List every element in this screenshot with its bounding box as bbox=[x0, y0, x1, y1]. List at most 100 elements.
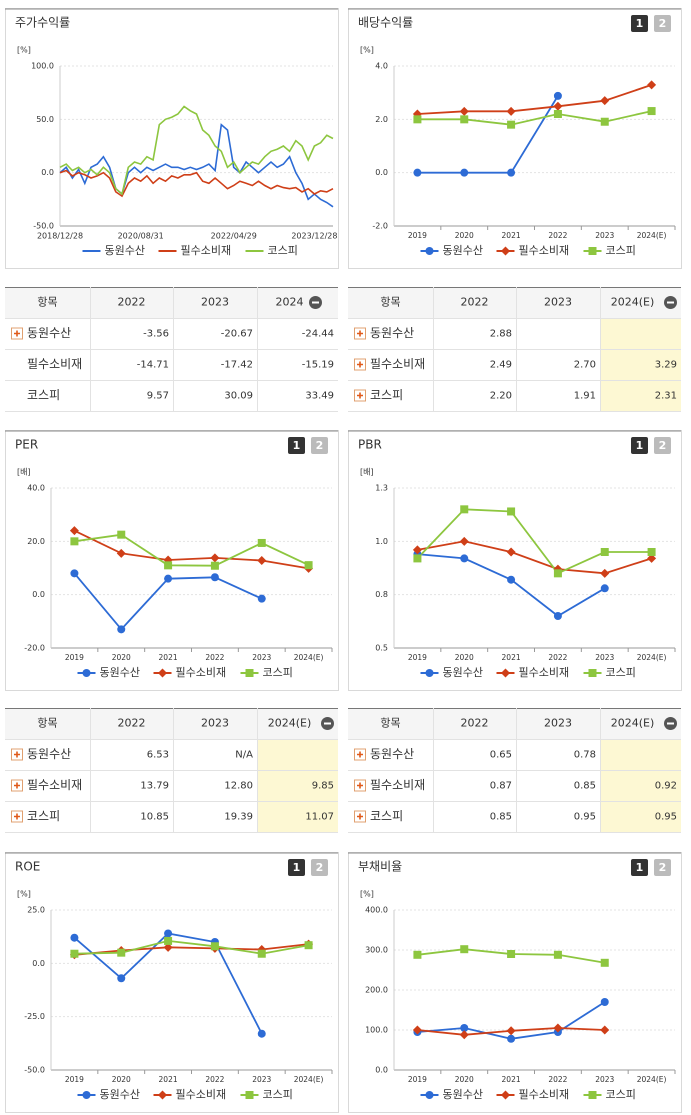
table-header-cell: 2022 bbox=[118, 717, 146, 730]
table-cell: 0.78 bbox=[574, 750, 596, 761]
highlight-cell bbox=[600, 770, 681, 801]
x-tick-label: 2024(E) bbox=[637, 653, 667, 662]
tab-button[interactable] bbox=[311, 437, 328, 454]
marker bbox=[600, 117, 609, 126]
marker bbox=[69, 526, 79, 536]
expand-icon-cross bbox=[14, 330, 20, 337]
series-line bbox=[59, 169, 334, 198]
tab-button[interactable] bbox=[654, 859, 671, 876]
expand-icon-cross bbox=[357, 330, 363, 337]
row-name: 코스피 bbox=[27, 809, 60, 823]
legend-label: 동원수산 bbox=[100, 1088, 140, 1101]
y-tick-label: 0.0 bbox=[375, 1066, 388, 1075]
series-line bbox=[74, 939, 309, 955]
tab-button[interactable] bbox=[631, 15, 648, 32]
table-header-cell: 2024(E) bbox=[611, 717, 655, 730]
unit-label: [배] bbox=[17, 468, 31, 477]
marker bbox=[70, 537, 79, 546]
marker bbox=[70, 949, 79, 958]
table-cell: 2.49 bbox=[490, 360, 512, 371]
highlight-cell bbox=[600, 739, 681, 770]
y-tick-label: 0.0 bbox=[375, 168, 388, 177]
tab-button-label: 1 bbox=[293, 861, 301, 874]
table-cell: 11.07 bbox=[305, 812, 334, 823]
y-tick-label: -25.0 bbox=[24, 1012, 45, 1021]
series-line bbox=[74, 529, 309, 570]
table-cell: 0.95 bbox=[655, 812, 677, 823]
table-cell: 0.85 bbox=[490, 812, 512, 823]
highlight-cell bbox=[600, 380, 681, 411]
legend-marker bbox=[588, 1091, 597, 1099]
marker bbox=[413, 554, 422, 563]
legend-marker bbox=[425, 1091, 434, 1099]
marker bbox=[117, 530, 126, 539]
x-tick-label: 2019 bbox=[65, 653, 84, 662]
y-tick-label: 0.0 bbox=[41, 168, 54, 177]
marker bbox=[117, 974, 126, 983]
x-tick-label: 2019 bbox=[408, 1075, 427, 1084]
table-header-cell: 2024(E) bbox=[268, 717, 312, 730]
marker bbox=[412, 545, 422, 555]
highlight-cell bbox=[600, 801, 681, 832]
marker bbox=[600, 548, 609, 556]
marker bbox=[506, 547, 516, 557]
marker bbox=[647, 107, 656, 116]
marker bbox=[210, 573, 219, 582]
tab-button-label: 2 bbox=[659, 439, 667, 452]
y-tick-label: 25.0 bbox=[27, 906, 45, 915]
y-tick-label: 300.0 bbox=[365, 946, 388, 955]
row-name: 필수소비재 bbox=[370, 778, 425, 792]
table-header-cell: 항목 bbox=[37, 296, 57, 309]
marker bbox=[117, 948, 126, 957]
series-line bbox=[417, 84, 652, 115]
x-tick-label: 2023 bbox=[595, 1075, 614, 1084]
table-header-cell: 2022 bbox=[461, 717, 489, 730]
table-cell: N/A bbox=[235, 750, 253, 761]
expand-icon-cross bbox=[14, 751, 20, 758]
legend-label: 필수소비재 bbox=[181, 244, 232, 257]
tab-button[interactable] bbox=[654, 15, 671, 32]
table-header-cell: 항목 bbox=[380, 296, 400, 309]
marker bbox=[257, 1029, 266, 1038]
tab-button[interactable] bbox=[631, 437, 648, 454]
unit-label: [%] bbox=[360, 890, 374, 899]
marker bbox=[257, 594, 266, 603]
y-tick-label: 2.0 bbox=[375, 115, 388, 124]
legend-label: 코스피 bbox=[263, 666, 293, 679]
row-name: 동원수산 bbox=[370, 747, 414, 761]
x-tick-label: 2024(E) bbox=[637, 1075, 667, 1084]
tab-button[interactable] bbox=[311, 859, 328, 876]
x-tick-label: 2022 bbox=[548, 231, 567, 240]
tab-button[interactable] bbox=[288, 859, 305, 876]
marker bbox=[506, 1026, 516, 1036]
table-cell: 30.09 bbox=[224, 391, 253, 402]
series-line bbox=[74, 943, 309, 956]
marker bbox=[460, 505, 469, 514]
panel-title: 부채비율 bbox=[358, 860, 402, 874]
legend-label: 코스피 bbox=[263, 1088, 293, 1101]
y-tick-label: 1.3 bbox=[375, 484, 388, 493]
table-cell: -15.19 bbox=[302, 360, 334, 371]
x-tick-label: 2021 bbox=[502, 231, 521, 240]
marker bbox=[460, 168, 469, 177]
x-tick-label: 2023 bbox=[595, 231, 614, 240]
x-tick-label: 2019 bbox=[408, 653, 427, 662]
x-tick-label: 2022 bbox=[548, 1075, 567, 1084]
table-header-bg bbox=[5, 708, 338, 739]
table-cell: 2.88 bbox=[490, 329, 512, 340]
series-line bbox=[416, 508, 652, 575]
tab-button[interactable] bbox=[654, 437, 671, 454]
marker bbox=[553, 1023, 563, 1033]
tab-button[interactable] bbox=[631, 859, 648, 876]
marker bbox=[553, 569, 562, 578]
row-name: 필수소비재 bbox=[370, 357, 425, 371]
marker bbox=[459, 1030, 469, 1040]
marker bbox=[600, 958, 609, 967]
tab-button[interactable] bbox=[288, 437, 305, 454]
x-tick-label: 2018/12/28 bbox=[37, 232, 83, 241]
legend-label: 필수소비재 bbox=[519, 244, 570, 257]
legend-label: 필수소비재 bbox=[519, 666, 570, 679]
legend-label: 필수소비재 bbox=[176, 1088, 227, 1101]
marker bbox=[413, 115, 422, 124]
marker bbox=[257, 538, 266, 547]
